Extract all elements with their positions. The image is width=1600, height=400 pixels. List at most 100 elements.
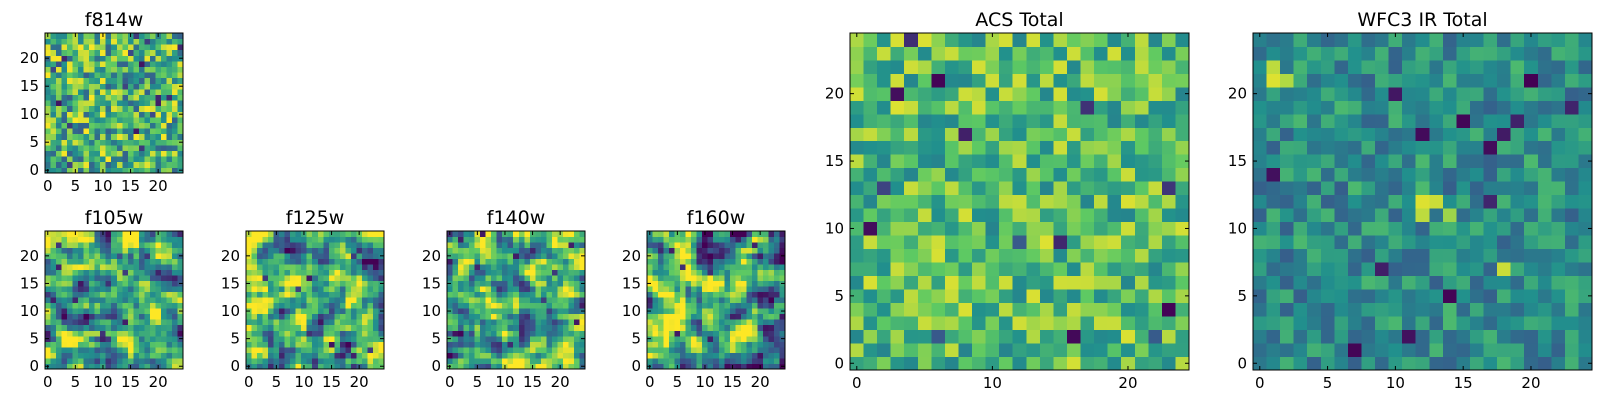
- heatmap-cell: [1415, 154, 1430, 169]
- heatmap-cell: [540, 319, 547, 326]
- heatmap-cell: [740, 346, 747, 353]
- heatmap-cell: [339, 357, 346, 364]
- heatmap-cell: [105, 133, 112, 140]
- heatmap-cell: [45, 319, 51, 326]
- heatmap-cell: [1347, 154, 1362, 169]
- heatmap-cell: [718, 313, 725, 320]
- heatmap-cell: [78, 133, 85, 140]
- heatmap-cell: [452, 330, 459, 337]
- heatmap-cell: [1442, 262, 1457, 277]
- heatmap-cell: [83, 297, 90, 304]
- heatmap-cell: [1415, 275, 1430, 290]
- heatmap-cell: [83, 258, 90, 265]
- heatmap-cell: [713, 324, 720, 331]
- heatmap-cell: [535, 236, 542, 243]
- heatmap-cell: [94, 313, 101, 320]
- heatmap-cell: [474, 258, 481, 265]
- heatmap-cell: [1094, 73, 1109, 88]
- heatmap-cell: [524, 330, 531, 337]
- heatmap-cell: [557, 280, 564, 287]
- heatmap-cell: [177, 94, 184, 101]
- heatmap-cell: [762, 319, 769, 326]
- heatmap-cell: [83, 302, 90, 309]
- heatmap-cell: [1012, 208, 1027, 223]
- heatmap-cell: [1429, 86, 1444, 101]
- heatmap-cell: [696, 324, 703, 331]
- heatmap-cell: [356, 291, 363, 298]
- heatmap-cell: [149, 61, 156, 67]
- heatmap-cell: [491, 275, 498, 282]
- heatmap-cell: [1175, 140, 1190, 155]
- heatmap-cell: [177, 258, 184, 265]
- heatmap-cell: [301, 291, 308, 298]
- heatmap-cell: [345, 275, 352, 282]
- heatmap-cell: [1134, 248, 1149, 263]
- heatmap-cell: [284, 319, 291, 326]
- heatmap-cell: [647, 258, 653, 265]
- heatmap-cell: [89, 330, 96, 337]
- heatmap-cell: [1578, 46, 1593, 61]
- heatmap-cell: [1307, 127, 1322, 142]
- heatmap-cell: [702, 253, 709, 259]
- heatmap-cell: [491, 269, 498, 276]
- heatmap-cell: [328, 258, 335, 265]
- heatmap-cell: [133, 313, 140, 320]
- heatmap-cell: [1175, 194, 1190, 209]
- heatmap-cell: [378, 258, 385, 265]
- heatmap-cell: [257, 264, 263, 271]
- heatmap-cell: [1388, 221, 1403, 236]
- heatmap-cell: [83, 341, 90, 348]
- heatmap-cell: [707, 308, 714, 315]
- heatmap-cell: [89, 139, 96, 146]
- heatmap-cell: [507, 242, 514, 248]
- heatmap-cell: [535, 297, 542, 304]
- heatmap-cell: [1012, 289, 1027, 303]
- heatmap-cell: [746, 231, 753, 237]
- heatmap-cell: [658, 357, 664, 364]
- heatmap-cell: [94, 133, 101, 140]
- heatmap-cell: [127, 122, 134, 129]
- heatmap-cell: [551, 247, 558, 254]
- heatmap-cell: [917, 73, 932, 88]
- heatmap-cell: [67, 100, 73, 107]
- heatmap-cell: [105, 105, 112, 112]
- heatmap-cell: [83, 242, 90, 248]
- heatmap-cell: [757, 313, 764, 320]
- heatmap-cell: [138, 291, 145, 298]
- heatmap-cell: [166, 231, 173, 237]
- heatmap-cell: [540, 253, 547, 259]
- heatmap-cell: [757, 341, 764, 348]
- heatmap-cell: [1429, 235, 1444, 250]
- heatmap-cell: [273, 335, 280, 342]
- heatmap-cell: [177, 341, 184, 348]
- heatmap-cell: [1175, 329, 1190, 344]
- heatmap-cell: [1334, 316, 1349, 330]
- heatmap-cell: [177, 61, 184, 67]
- heatmap-cell: [1442, 86, 1457, 101]
- heatmap-cell: [171, 139, 178, 146]
- heatmap-cell: [917, 208, 932, 223]
- heatmap-cell: [171, 117, 178, 123]
- heatmap-cell: [116, 330, 123, 337]
- heatmap-cell: [1537, 343, 1552, 357]
- heatmap-cell: [904, 86, 919, 101]
- heatmap-cell: [1121, 329, 1136, 344]
- heatmap-cell: [579, 269, 586, 276]
- heatmap-cell: [149, 111, 156, 118]
- heatmap-cell: [89, 94, 96, 101]
- heatmap-cell: [850, 46, 864, 61]
- heatmap-cell: [1578, 248, 1593, 263]
- heatmap-cell: [652, 357, 659, 364]
- heatmap-cell: [652, 231, 659, 237]
- heatmap-cell: [507, 269, 514, 276]
- heatmap-cell: [1280, 154, 1295, 169]
- heatmap-cell: [171, 145, 178, 151]
- heatmap-cell: [56, 38, 62, 45]
- heatmap-cell: [1388, 329, 1403, 344]
- heatmap-cell: [999, 100, 1014, 115]
- heatmap-cell: [1121, 113, 1136, 128]
- heatmap-cell: [463, 313, 470, 320]
- heatmap-cell: [1402, 127, 1417, 142]
- heatmap-cell: [757, 324, 764, 331]
- heatmap-cell: [931, 46, 946, 61]
